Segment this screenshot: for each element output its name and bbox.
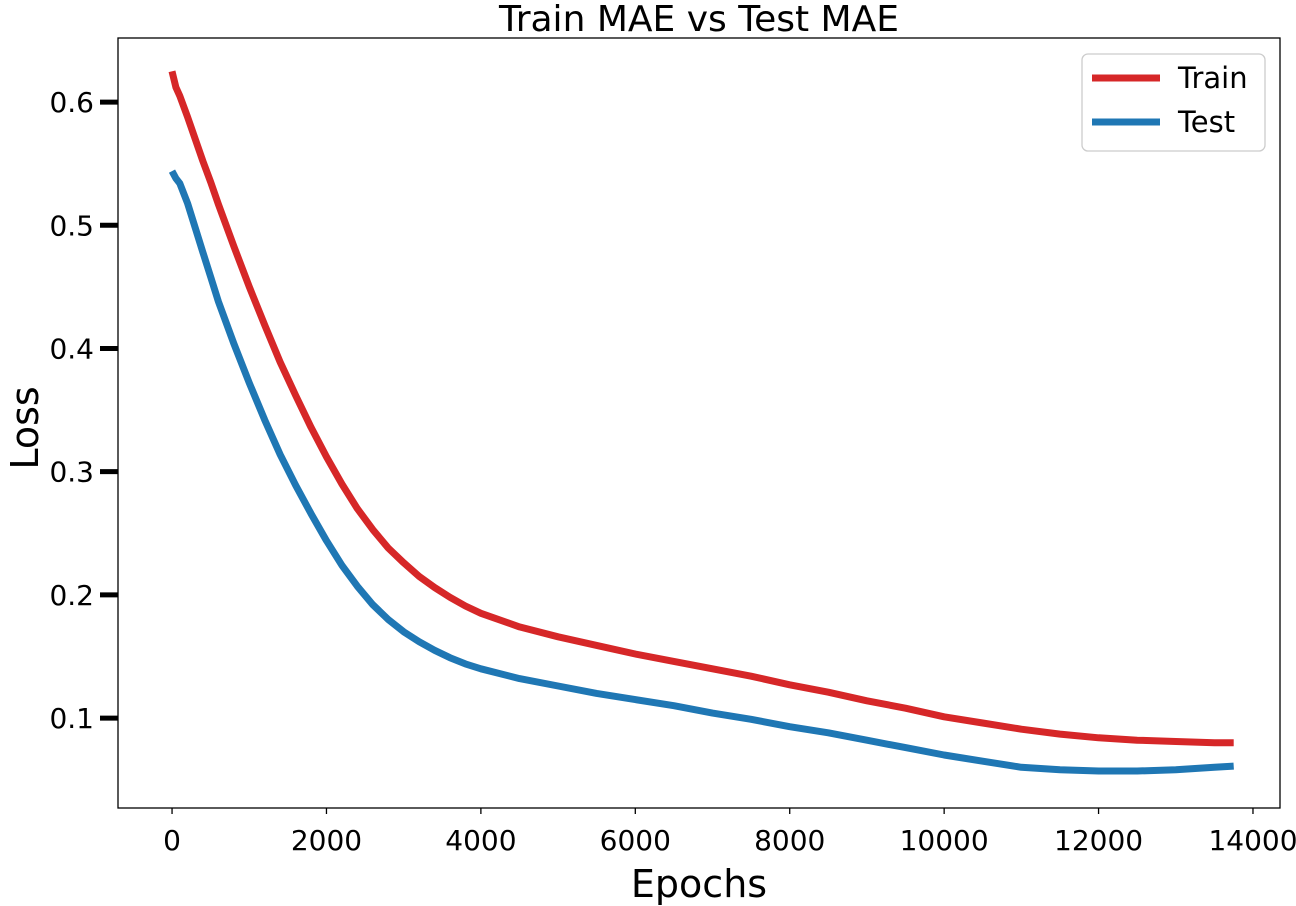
series-line-test [168,169,1234,775]
y-tick-label: 0.2 [49,579,94,612]
x-tick-label: 8000 [754,824,825,857]
x-tick-label: 0 [163,824,181,857]
x-tick-label: 6000 [600,824,671,857]
legend-label-train: Train [1177,61,1248,95]
y-tick-label: 0.3 [49,456,94,489]
chart-title: Train MAE vs Test MAE [498,0,899,40]
y-tick-label: 0.4 [49,332,94,365]
x-tick-label: 12000 [1054,824,1143,857]
y-tick-label: 0.6 [49,86,94,119]
series-layer [168,70,1234,775]
x-tick-label: 14000 [1208,824,1296,857]
y-axis-label: Loss [3,386,47,469]
x-tick-label: 4000 [445,824,516,857]
x-tick-label: 2000 [291,824,362,857]
series-line-train [168,70,1234,747]
x-axis-label: Epochs [631,862,767,906]
plot-area [117,37,1281,809]
legend-label-test: Test [1177,105,1235,139]
legend: Train Test [1081,53,1266,152]
y-axis-ticks: 0.1 0.2 0.3 0.4 0.5 0.6 [49,86,118,735]
x-tick-label: 10000 [900,824,989,857]
x-axis-ticks: 0 2000 4000 6000 8000 10000 12000 14000 [163,808,1296,857]
y-tick-label: 0.1 [49,702,94,735]
y-tick-label: 0.5 [49,209,94,242]
